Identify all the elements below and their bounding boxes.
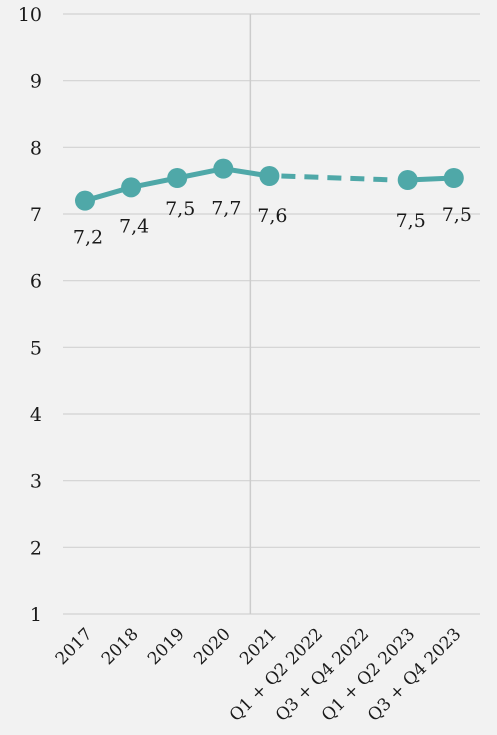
data-label: 7,5: [442, 204, 472, 226]
data-labels: 7,2 7,4 7,5 7,7 7,6 7,5 7,5: [73, 198, 472, 249]
y-tick-label: 4: [30, 404, 42, 426]
data-point: [397, 170, 418, 190]
y-tick-label: 5: [30, 337, 42, 359]
y-tick-label: 3: [30, 471, 42, 493]
x-tick-label: 2017: [52, 624, 97, 669]
series-points: [75, 158, 464, 211]
x-tick-label: 2019: [144, 624, 189, 669]
y-tick-label: 6: [30, 271, 42, 293]
y-tick-label: 7: [30, 204, 42, 226]
data-label: 7,4: [119, 215, 149, 237]
data-point: [259, 166, 280, 186]
y-tick-label: 8: [30, 137, 42, 159]
data-point: [443, 168, 464, 188]
y-tick-label: 2: [30, 537, 42, 559]
data-point: [75, 190, 95, 211]
x-tick-label: 2018: [98, 624, 143, 669]
y-tick-label: 10: [18, 4, 42, 26]
data-label: 7,6: [257, 205, 287, 227]
x-tick-label: 2020: [190, 624, 235, 669]
series-gap-line: [281, 173, 396, 183]
data-point: [167, 168, 188, 188]
data-point: [213, 158, 234, 179]
gridlines: [63, 13, 480, 615]
data-label: 7,5: [396, 210, 426, 232]
y-tick-label: 1: [30, 604, 42, 626]
data-point: [121, 177, 142, 198]
data-label: 7,2: [73, 227, 103, 249]
data-label: 7,7: [211, 198, 241, 220]
y-tick-label: 9: [30, 71, 42, 93]
y-axis-ticks: 1 2 3 4 5 6 7 8 9 10: [18, 4, 42, 626]
data-label: 7,5: [165, 198, 195, 220]
